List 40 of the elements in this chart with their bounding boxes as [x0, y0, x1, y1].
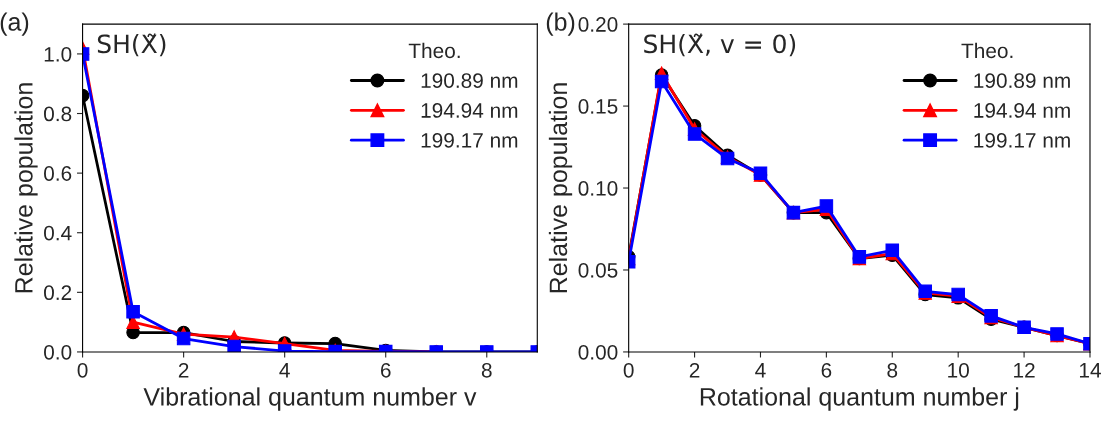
y-tick-label: 0.6	[44, 166, 72, 181]
text: (b)	[546, 12, 575, 36]
y-tick-label: 0.10	[578, 181, 618, 196]
x-axis-title: Vibrational quantum number v	[143, 387, 477, 411]
y-axis-title: Relative population	[548, 83, 573, 293]
text: (a)	[0, 12, 29, 36]
x-tick-label: 2	[178, 362, 189, 378]
y-tick-label: 0.4	[44, 225, 72, 241]
x-tick-label: 0	[77, 362, 88, 378]
y-tick-label: 0.8	[44, 106, 72, 122]
chart-title: SH(X̃, v = 0)	[644, 33, 796, 57]
x-tick-label: 4	[279, 363, 290, 378]
x-axis-title: Rotational quantum number j	[700, 387, 1019, 411]
y-tick-label: 1.0	[44, 46, 72, 62]
y-axis-title: Relative population	[14, 83, 38, 293]
legend-label: 194.94 nm	[421, 103, 518, 118]
x-tick-label: 2	[689, 362, 700, 378]
x-tick-label: 14	[1079, 363, 1101, 378]
x-tick-label: 6	[821, 362, 832, 378]
legend-label: 199.17 nm	[421, 132, 518, 148]
x-tick-label: 4	[755, 363, 766, 378]
legend-label: 190.89 nm	[974, 73, 1070, 88]
x-tick-label: 8	[481, 362, 492, 378]
x-tick-label: 0	[623, 362, 634, 378]
y-tick-label: 0.0	[44, 344, 72, 360]
y-tick-label: 0.15	[578, 99, 618, 114]
x-tick-label: 10	[948, 362, 969, 378]
y-tick-label: 0.00	[578, 344, 618, 360]
legend-label: 194.94 nm	[974, 103, 1070, 118]
legend-title: Theo.	[961, 42, 1013, 59]
legend-label: 190.89 nm	[421, 73, 518, 88]
chart-title: SH(X̃)	[97, 33, 166, 57]
x-tick-label: 6	[380, 362, 391, 378]
y-tick-label: 0.2	[44, 285, 72, 301]
y-tick-label: 0.20	[578, 17, 618, 32]
legend-label: 199.17 nm	[974, 132, 1070, 148]
x-tick-label: 12	[1014, 362, 1035, 378]
y-tick-label: 0.05	[578, 262, 618, 278]
legend-title: Theo.	[408, 42, 460, 59]
x-tick-label: 8	[887, 362, 898, 378]
